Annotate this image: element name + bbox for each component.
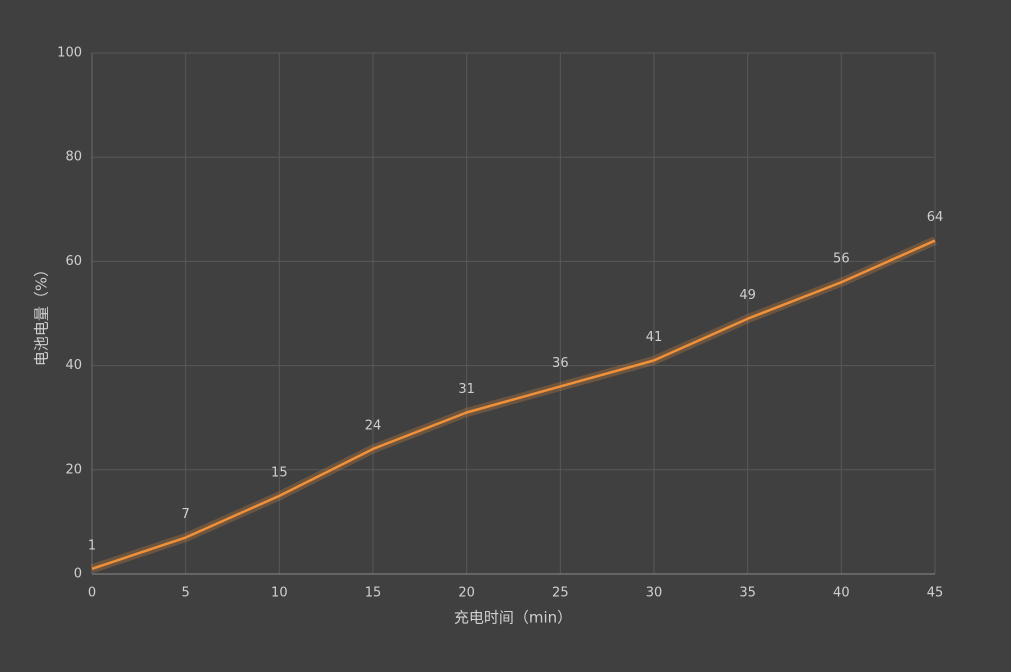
data-label: 24 [365, 418, 382, 433]
line [91, 239, 936, 570]
x-tick-label: 40 [833, 586, 850, 601]
data-label: 7 [182, 507, 190, 522]
data-label: 15 [271, 465, 288, 480]
x-tick-label: 15 [365, 586, 382, 601]
x-tick-label: 20 [458, 586, 475, 601]
x-tick-label: 0 [88, 586, 96, 601]
data-label: 41 [646, 330, 663, 345]
y-tick-label: 0 [74, 567, 82, 582]
data-label: 64 [927, 210, 944, 225]
x-tick-label: 10 [271, 586, 288, 601]
x-tick-label: 45 [927, 586, 944, 601]
y-tick-label: 80 [65, 150, 82, 165]
y-tick-label: 100 [57, 46, 82, 61]
y-tick-label: 40 [65, 358, 82, 373]
x-tick-label: 5 [182, 586, 190, 601]
y-tick-label: 60 [65, 254, 82, 269]
data-label: 31 [458, 382, 475, 397]
y-tick-label: 20 [65, 462, 82, 477]
data-label: 56 [833, 252, 850, 267]
data-label: 1 [88, 538, 96, 553]
y-axis-label: 电池电量（%） [33, 262, 51, 366]
x-tick-label: 30 [646, 586, 663, 601]
x-tick-label: 25 [552, 586, 569, 601]
x-axis-label: 充电时间（min） [454, 609, 572, 627]
x-tick-label: 35 [739, 586, 756, 601]
data-label: 49 [739, 288, 756, 303]
data-label: 36 [552, 356, 569, 371]
